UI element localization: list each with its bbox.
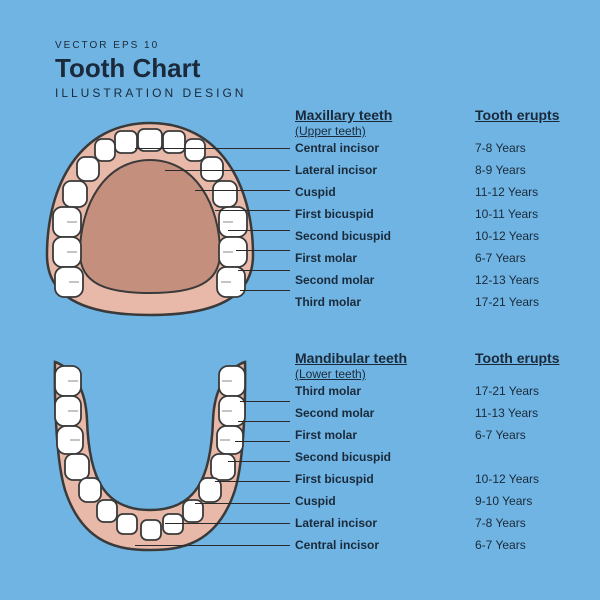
upper-arch-diagram — [35, 115, 265, 325]
upper-leader-line — [215, 210, 290, 211]
lower-row-value: 11-13 Years — [475, 406, 538, 420]
upper-row-label: First bicuspid — [295, 207, 374, 221]
lower-leader-line — [240, 401, 290, 402]
lower-row-value: 10-12 Years — [475, 472, 539, 486]
lower-row-label: Central incisor — [295, 538, 379, 552]
lower-leader-line — [215, 481, 290, 482]
upper-row-value: 10-12 Years — [475, 229, 539, 243]
upper-row-value: 10-11 Years — [475, 207, 538, 221]
upper-leader-line — [238, 270, 290, 271]
lower-leader-line — [195, 503, 290, 504]
tooth-chart-canvas: VECTOR EPS 10 Tooth Chart ILLUSTRATION D… — [0, 0, 600, 600]
upper-leader-line — [135, 148, 290, 149]
lower-row-label: Lateral incisor — [295, 516, 377, 530]
upper-section-title: Maxillary teeth — [295, 107, 392, 123]
upper-row-value: 7-8 Years — [475, 141, 526, 155]
upper-row-label: Second molar — [295, 273, 374, 287]
upper-row-value: 17-21 Years — [475, 295, 539, 309]
upper-row-label: Cuspid — [295, 185, 336, 199]
upper-row-label: Second bicuspid — [295, 229, 391, 243]
upper-leader-line — [165, 170, 290, 171]
lower-leader-line — [135, 545, 290, 546]
lower-leader-line — [238, 421, 290, 422]
lower-row-label: Cuspid — [295, 494, 336, 508]
lower-leader-line — [235, 441, 290, 442]
chart-header: VECTOR EPS 10 Tooth Chart ILLUSTRATION D… — [55, 40, 246, 100]
lower-row-label: First molar — [295, 428, 357, 442]
upper-leader-line — [228, 230, 290, 231]
upper-row-label: Central incisor — [295, 141, 379, 155]
lower-row-label: Third molar — [295, 384, 361, 398]
upper-row-value: 8-9 Years — [475, 163, 526, 177]
upper-row-label: First molar — [295, 251, 357, 265]
upper-row-label: Third molar — [295, 295, 361, 309]
upper-erupts-header: Tooth erupts — [475, 107, 560, 123]
lower-leader-line — [228, 461, 290, 462]
lower-section-title: Mandibular teeth — [295, 350, 407, 366]
lower-row-value: 9-10 Years — [475, 494, 532, 508]
upper-leader-line — [240, 290, 290, 291]
page-title: Tooth Chart — [55, 53, 246, 84]
upper-leader-line — [236, 250, 290, 251]
lower-arch-diagram — [35, 350, 265, 560]
lower-row-value: 7-8 Years — [475, 516, 526, 530]
upper-row-value: 6-7 Years — [475, 251, 526, 265]
lower-leader-line — [165, 523, 290, 524]
subtitle: ILLUSTRATION DESIGN — [55, 86, 246, 100]
lower-row-value: 17-21 Years — [475, 384, 539, 398]
lower-section-subtitle: (Lower teeth) — [295, 367, 366, 381]
lower-row-value: 6-7 Years — [475, 538, 526, 552]
lower-row-label: Second molar — [295, 406, 374, 420]
supertitle: VECTOR EPS 10 — [55, 40, 246, 51]
upper-section-subtitle: (Upper teeth) — [295, 124, 366, 138]
upper-row-value: 11-12 Years — [475, 185, 538, 199]
lower-erupts-header: Tooth erupts — [475, 350, 560, 366]
lower-row-label: First bicuspid — [295, 472, 374, 486]
lower-row-value: 6-7 Years — [475, 428, 526, 442]
upper-row-value: 12-13 Years — [475, 273, 539, 287]
lower-row-label: Second bicuspid — [295, 450, 391, 464]
upper-row-label: Lateral incisor — [295, 163, 377, 177]
upper-leader-line — [195, 190, 290, 191]
